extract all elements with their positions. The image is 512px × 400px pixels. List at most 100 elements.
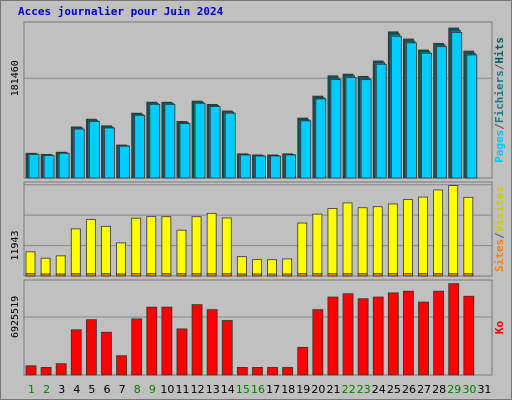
bar-visits-visites-day-21 — [327, 208, 338, 277]
bar-hits-pages-day-29 — [451, 31, 463, 179]
bar-visits-visites-day-5 — [85, 219, 96, 277]
x-tick-label: 16 — [251, 383, 265, 396]
bar-kb-ko-day-17 — [267, 367, 278, 376]
bar-kb-ko-day-20 — [312, 309, 324, 376]
bar-visits-visites-day-30 — [463, 196, 474, 277]
bar-hits-pages-day-15 — [239, 154, 251, 179]
bar-kb-ko-day-23 — [357, 298, 369, 376]
bar-visits-visites-day-14 — [221, 217, 232, 277]
x-tick-label: 13 — [206, 383, 220, 396]
x-tick-label: 22 — [342, 383, 356, 396]
x-tick-label: 28 — [432, 383, 446, 396]
x-tick-label: 25 — [387, 383, 401, 396]
bar-kb-ko-day-11 — [176, 328, 188, 376]
x-tick-label: 26 — [402, 383, 416, 396]
bar-kb-ko-day-15 — [236, 367, 248, 376]
bar-visits-visites-day-8 — [131, 217, 142, 277]
y-tick-label: 6925519 — [10, 296, 21, 338]
bar-visits-visites-day-11 — [176, 229, 187, 277]
bar-hits-pages-day-6 — [104, 127, 115, 179]
bar-visits-visites-day-20 — [312, 213, 323, 277]
bar-hits-pages-day-10 — [164, 103, 176, 179]
bar-visits-sites-day-8 — [131, 273, 142, 277]
x-tick-label: 29 — [447, 383, 461, 396]
bar-visits-visites-day-3 — [55, 255, 66, 277]
bar-visits-sites-day-4 — [70, 273, 81, 277]
bar-hits-pages-day-3 — [58, 152, 70, 179]
bar-visits-visites-day-9 — [146, 216, 157, 277]
x-tick-label: 9 — [149, 383, 156, 396]
bar-hits-pages-day-21 — [330, 79, 342, 179]
bar-visits-visites-day-23 — [357, 207, 368, 277]
y-tick-label: 11943 — [10, 231, 21, 261]
bar-kb-ko-day-18 — [282, 367, 294, 376]
x-tick-label: 4 — [73, 383, 80, 396]
bar-visits-sites-day-25 — [387, 273, 398, 277]
x-tick-label: 17 — [266, 383, 280, 396]
bar-visits-visites-day-28 — [433, 189, 444, 277]
x-tick-label: 12 — [191, 383, 205, 396]
legend-entry: Sites — [493, 239, 506, 272]
legend-entry: Ko — [493, 321, 506, 335]
bar-visits-sites-day-17 — [267, 273, 277, 277]
bar-visits-sites-day-23 — [357, 273, 368, 277]
bar-visits-sites-day-22 — [342, 273, 353, 277]
x-tick-label: 7 — [119, 383, 126, 396]
bar-visits-visites-day-27 — [418, 196, 428, 277]
bar-visits-sites-day-18 — [282, 273, 293, 277]
bar-visits-sites-day-21 — [327, 273, 338, 277]
bar-visits-visites-day-15 — [236, 256, 247, 277]
bar-visits-sites-day-2 — [40, 273, 51, 277]
bar-kb-ko-day-7 — [116, 355, 127, 376]
legend-kb: Ko — [493, 321, 506, 335]
bar-hits-pages-day-19 — [300, 120, 312, 179]
bar-visits-sites-day-27 — [418, 273, 428, 277]
x-tick-label: 8 — [134, 383, 141, 396]
bar-visits-sites-day-16 — [252, 273, 262, 277]
legend-entry: Fichiers — [493, 70, 506, 123]
bar-hits-pages-day-23 — [360, 79, 372, 179]
bar-visits-visites-day-18 — [282, 258, 293, 277]
bar-hits-pages-day-30 — [466, 54, 478, 179]
bar-kb-ko-day-2 — [40, 367, 52, 376]
bar-visits-visites-day-29 — [448, 185, 459, 277]
x-axis-labels: 1 2 3 4 5 6 7 8 9 10 11 12 13 14 15 16 17 18 19 20 21 22 23 24 2… — [28, 383, 491, 396]
bar-kb-ko-day-4 — [70, 329, 82, 376]
bar-visits-sites-day-24 — [372, 273, 383, 277]
bar-kb-ko-day-22 — [342, 293, 354, 376]
panel-kb: 6925519 Ko — [10, 279, 506, 376]
bar-hits-pages-day-1 — [28, 153, 40, 179]
x-tick-label: 21 — [326, 383, 340, 396]
x-tick-label: 31 — [477, 383, 491, 396]
bar-visits-sites-day-20 — [312, 273, 323, 277]
x-tick-label: 30 — [462, 383, 476, 396]
bar-kb-ko-day-6 — [101, 331, 112, 376]
bar-visits-sites-day-15 — [236, 273, 247, 277]
bar-kb-ko-day-13 — [206, 309, 218, 376]
legend-entry: Visites — [493, 186, 506, 232]
bar-kb-ko-day-12 — [191, 304, 203, 376]
bar-visits-visites-day-22 — [342, 202, 353, 277]
panel-visits: 11943 Sites/Visites — [10, 181, 506, 277]
bar-visits-sites-day-3 — [55, 273, 66, 277]
bar-kb-ko-day-19 — [297, 346, 309, 376]
legend-entry: / — [493, 232, 506, 239]
x-tick-label: 19 — [296, 383, 310, 396]
legend-entry: / — [493, 123, 506, 130]
bar-hits-pages-day-28 — [436, 46, 448, 179]
x-tick-label: 1 — [28, 383, 35, 396]
bar-visits-sites-day-29 — [448, 273, 459, 277]
bar-kb-ko-day-21 — [327, 296, 339, 376]
bar-visits-visites-day-19 — [297, 222, 308, 277]
bar-kb-ko-day-5 — [85, 319, 97, 376]
x-tick-label: 14 — [221, 383, 235, 396]
bar-hits-pages-day-12 — [194, 102, 206, 179]
bar-kb-ko-day-16 — [252, 367, 263, 376]
bar-hits-pages-day-4 — [73, 128, 85, 179]
bar-visits-visites-day-10 — [161, 216, 172, 277]
bar-visits-sites-day-11 — [176, 273, 187, 277]
x-tick-label: 3 — [58, 383, 65, 396]
legend-entry: Pages — [493, 130, 506, 163]
